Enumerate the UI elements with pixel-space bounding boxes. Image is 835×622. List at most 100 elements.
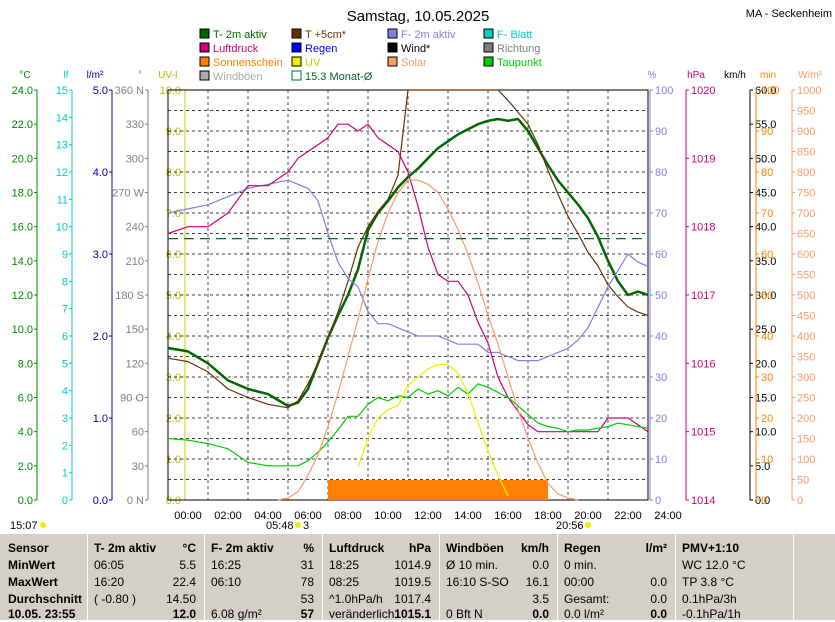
axis-tick-label: 1.0 <box>166 454 181 466</box>
axis-tick-label: 45.0 <box>755 188 776 200</box>
stats-cell-value: 53 <box>300 592 314 606</box>
axis-tick-label: 0 <box>62 495 68 507</box>
axis-tick-label: 90 <box>761 126 773 138</box>
axis-tick-label: 550 <box>797 270 815 282</box>
stats-panel: Sensor MinWert MaxWert Durchschnitt 10.0… <box>0 534 835 621</box>
axis-unit-label: lf <box>64 70 69 81</box>
axis-tick-label: 4.0 <box>166 331 181 343</box>
axis-tick-label: 0.0 <box>755 495 770 507</box>
time-tick-label: 22:00 <box>614 510 642 522</box>
legend-label: F- 2m aktiv <box>401 29 456 41</box>
axis-tick-label: 9 <box>62 249 68 261</box>
stats-cell-info: 06:10 <box>211 575 242 589</box>
axis-tick-label: 1014 <box>691 495 715 507</box>
axis-unit-label: hPa <box>687 70 705 81</box>
axis-tick-label: 9.0 <box>166 126 181 138</box>
time-tick-label: 12:00 <box>414 510 442 522</box>
axis-tick-label: 90 O <box>120 393 144 405</box>
legend-label: Windböen <box>213 71 263 83</box>
axis-tick-label: 100 <box>797 454 815 466</box>
axis-tick-label: 40 <box>761 331 773 343</box>
stats-cell-value: 14.50 <box>165 592 196 606</box>
axis-tick-label: 330 <box>126 119 144 131</box>
axis-tick-label: 250 <box>797 393 815 405</box>
axis-tick-label: 15.0 <box>755 393 776 405</box>
axis-tick-label: 8 <box>62 276 68 288</box>
axis-tick-label: 1015 <box>691 427 715 439</box>
axis-tick-label: 5.0 <box>166 290 181 302</box>
time-tick-label: 00:00 <box>174 510 202 522</box>
stats-cell-value: 16.1 <box>525 575 549 589</box>
sunset-icon <box>585 522 591 528</box>
axis-tick-label: 150 <box>797 434 815 446</box>
axis-unit-label: % <box>648 70 657 81</box>
axis-wind: km/h 60.0 55.0 50.0 45.0 40.0 35.0 30.0 25.0 20.0… <box>724 70 776 507</box>
axis-tick-label: 750 <box>797 188 815 200</box>
time-tick-label: 14:00 <box>454 510 482 522</box>
axis-tick-label: 20 <box>761 413 773 425</box>
weather-chart: °C24.022.020.018.016.014.012.010.08.06.0… <box>10 8 832 532</box>
axis-tick-label: 0 N <box>127 495 144 507</box>
axis-tick-label: 0.0 <box>18 495 33 507</box>
stats-cell-value: 5.5 <box>179 558 196 572</box>
axis-tick-label: 11 <box>57 194 68 206</box>
axes-layer: °C24.022.020.018.016.014.012.010.08.06.0… <box>12 70 823 507</box>
stats-max-label: MaxWert <box>8 575 58 589</box>
stats-cell-value: 57 <box>300 607 314 621</box>
legend-item: Windböen <box>199 70 263 83</box>
legend-label: F- Blatt <box>497 29 532 41</box>
stats-cell-info: 0 Bft N <box>446 607 483 621</box>
axis-tick-label: 500 <box>797 290 815 302</box>
stats-cell-info: 16:10 S-SO <box>446 575 509 589</box>
station-name: MA - Seckenheim <box>746 8 832 20</box>
axis-tick-label: 300 <box>797 372 815 384</box>
legend-swatch <box>387 42 398 53</box>
legend-swatch <box>483 56 494 67</box>
stats-cell-info: WC 12.0 °C <box>682 558 746 572</box>
stats-cell-info: veränderlich <box>329 607 395 621</box>
data-layer <box>167 89 649 501</box>
axis-tick-label: 12.0 <box>12 290 33 302</box>
axis-tick-label: 100 <box>655 85 673 97</box>
stats-cell-info: 16:20 <box>94 575 125 589</box>
legend-swatch <box>483 42 494 53</box>
axis-tick-label: 60 <box>655 249 667 261</box>
legend-label: Sonnenschein <box>213 57 283 69</box>
legend-item: F- 2m aktiv <box>387 28 456 41</box>
legend-label: Richtung <box>497 43 540 55</box>
stats-cell-value: 3.5 <box>532 592 549 606</box>
stats-avg-label: Durchschnitt <box>8 592 83 606</box>
sunrise-icon <box>295 522 301 528</box>
stats-column-wind: Windböen km/h Ø 10 min. 0.0 16:10 S-SO 16.1 3.… <box>440 534 558 621</box>
axis-tick-label: 360 N <box>115 85 144 97</box>
legend-label: Taupunkt <box>497 57 542 69</box>
time-tick-label: 10:00 <box>374 510 402 522</box>
series-line <box>167 123 649 433</box>
axis-tick-label: 70 <box>655 208 667 220</box>
series-line <box>167 89 649 409</box>
stats-column-unit: hPa <box>408 541 431 555</box>
axis-tick-label: 50.0 <box>755 153 776 165</box>
axis-tick-label: 1016 <box>691 358 715 370</box>
stats-cell-info: Gesamt: <box>564 592 610 606</box>
axis-tick-label: 20 <box>655 413 667 425</box>
axis-tick-label: 15 <box>56 85 68 97</box>
stats-cell-value: 0.0 <box>650 575 667 589</box>
legend-label: 15.3 Monat-Ø <box>305 71 373 83</box>
axis-tick-label: 2.0 <box>93 331 108 343</box>
axis-tick-label: 3.0 <box>93 249 108 261</box>
legend-swatch <box>483 28 494 39</box>
sunshine-bar <box>328 480 548 500</box>
stats-cell-value: 1015.1 <box>394 607 431 621</box>
axis-tick-label: 10 <box>655 454 667 466</box>
stats-date-label: 10.05. 23:55 <box>8 607 76 621</box>
axis-tick-label: 70 <box>761 208 773 220</box>
axis-tick-label: 100 <box>761 85 779 97</box>
axis-tick-label: 650 <box>797 229 815 241</box>
axis-tick-label: 8.0 <box>18 358 33 370</box>
axis-tick-label: 10.0 <box>755 427 776 439</box>
legend-item: UV <box>291 56 321 69</box>
legend-swatch <box>199 70 210 81</box>
axis-tick-label: 6.0 <box>18 393 33 405</box>
legend-item: T- 2m aktiv <box>199 28 267 41</box>
